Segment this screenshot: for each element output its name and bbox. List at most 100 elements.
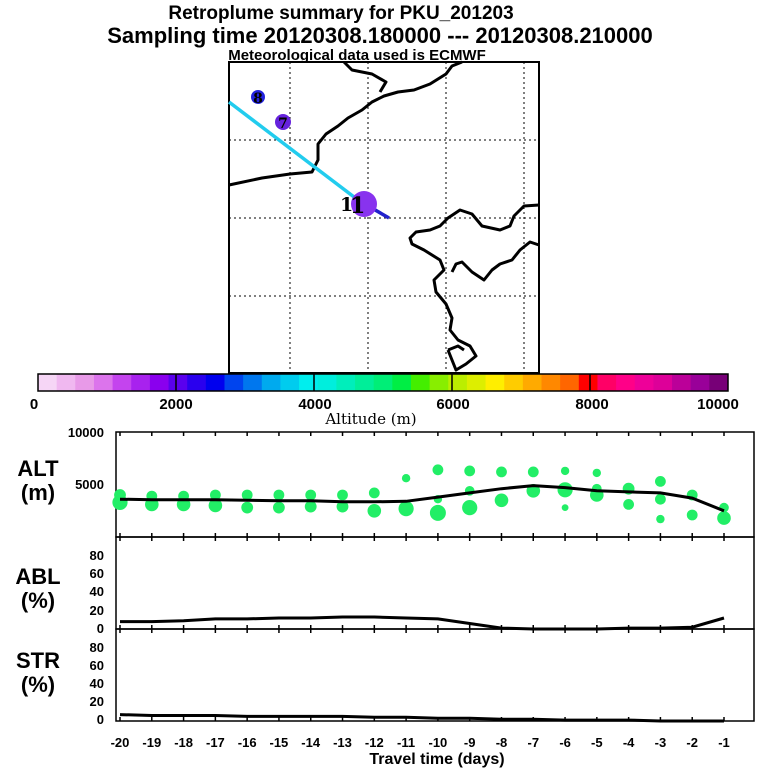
colorbar-swatch <box>317 374 337 391</box>
alt-cluster-dot <box>494 493 509 508</box>
abl-ylabel-line2: (%) <box>21 588 55 613</box>
x-tick-label: -19 <box>142 735 161 750</box>
alt-cluster-dot <box>656 514 665 524</box>
str-xtick-marks <box>119 629 725 721</box>
colorbar-label: Altitude (m) <box>324 410 416 428</box>
cb-tick-4000: 4000 <box>298 396 331 413</box>
abl-line <box>120 615 725 631</box>
alt-cluster-dot <box>336 500 349 513</box>
str-ylabel-line1: STR <box>16 648 60 673</box>
colorbar-swatch <box>280 374 300 391</box>
alt-cluster-dot <box>462 500 478 516</box>
colorbar-swatch <box>261 374 281 391</box>
colorbar-swatch <box>672 374 692 391</box>
alt-ylabel-line2: (m) <box>21 480 55 505</box>
colorbar-swatch <box>485 374 505 391</box>
colorbar-swatch <box>38 374 58 391</box>
alt-cluster-dot <box>398 501 414 517</box>
x-tick-label: -13 <box>333 735 352 750</box>
alt-cluster-dot <box>432 464 444 476</box>
x-tick-label: -9 <box>464 735 476 750</box>
colorbar-swatch <box>355 374 375 391</box>
colorbar-swatch <box>616 374 636 391</box>
colorbar-swatch <box>243 374 263 391</box>
cluster-point-7: 7 <box>275 114 291 132</box>
x-tick-label: -1 <box>718 735 730 750</box>
str-ytick-0: 0 <box>97 712 104 727</box>
x-axis-label: Travel time (days) <box>369 751 504 768</box>
alt-cluster-dot <box>368 487 380 499</box>
alt-cluster-dot <box>464 465 476 477</box>
str-line <box>119 713 724 723</box>
x-tick-label: -15 <box>270 735 289 750</box>
abl-xtick-marks <box>119 537 725 629</box>
cluster-label-8: 8 <box>253 91 263 107</box>
release-label-b: 1 <box>350 193 365 219</box>
alt-panel: 10000 5000 ALT (m) <box>17 425 755 538</box>
title-line-1: Retroplume summary for PKU_201203 <box>168 3 513 24</box>
colorbar-swatch <box>93 374 113 391</box>
x-tick-label: -16 <box>238 735 257 750</box>
alt-cluster-dot <box>429 504 446 521</box>
release-point: 1 1 <box>340 191 377 219</box>
alt-cluster-dot <box>337 489 348 501</box>
alt-cluster-dot <box>241 501 254 514</box>
cb-tick-2000: 2000 <box>159 396 192 413</box>
colorbar-swatch <box>187 374 207 391</box>
colorbar-swatch <box>690 374 710 391</box>
cb-tick-6000: 6000 <box>436 396 469 413</box>
abl-panel: 80 60 40 20 0 ABL (%) <box>15 536 755 636</box>
x-tick-labels: -20 -19 -18 -17 -16 -15 -14 -13 -12 -11 -10 -9 -8 -7 -… <box>111 735 730 750</box>
alt-mean-line <box>119 484 725 513</box>
alt-cluster-dot <box>592 468 601 478</box>
alt-cluster-dot <box>561 504 569 511</box>
cb-tick-8000: 8000 <box>575 396 608 413</box>
alt-cluster-dot <box>273 489 285 501</box>
x-tick-label: -11 <box>397 735 415 750</box>
cluster-label-7: 7 <box>278 116 288 132</box>
colorbar-swatch <box>149 374 169 391</box>
x-tick-label: -4 <box>623 735 635 750</box>
colorbar-swatch <box>466 374 486 391</box>
abl-ytick-40: 40 <box>90 584 104 599</box>
colorbar-swatch <box>112 374 132 391</box>
abl-ylabel-line1: ABL <box>15 564 60 589</box>
x-tick-label: -6 <box>559 735 571 750</box>
alt-ytick-10000: 10000 <box>68 425 104 440</box>
cluster-marker-8 <box>251 90 265 104</box>
cluster-point-8: 8 <box>251 90 265 107</box>
abl-ytick-0: 0 <box>97 621 104 636</box>
alt-cluster-dot <box>208 498 223 513</box>
colorbar-swatch <box>168 374 188 391</box>
colorbar-swatch <box>336 374 356 391</box>
alt-cluster-dot <box>241 489 253 501</box>
x-tick-label: -10 <box>429 735 448 750</box>
str-ytick-20: 20 <box>90 694 104 709</box>
colorbar-swatch <box>541 374 561 391</box>
alt-cluster-dot <box>496 466 507 478</box>
cb-tick-0: 0 <box>30 396 38 413</box>
title-line-2: Sampling time 20120308.180000 --- 201203… <box>107 23 653 48</box>
x-tick-label: -7 <box>528 735 540 750</box>
str-frame <box>115 628 755 722</box>
alt-cluster-dot <box>527 466 539 478</box>
abl-ytick-80: 80 <box>90 548 104 563</box>
cb-tick-10000: 10000 <box>697 396 739 413</box>
colorbar-swatch <box>205 374 225 391</box>
x-tick-label: -3 <box>655 735 667 750</box>
colorbar: 0 2000 4000 6000 8000 10000 Altitude (m) <box>30 373 739 428</box>
colorbar-swatch <box>522 374 542 391</box>
alt-cluster-dot <box>401 474 411 483</box>
coastline <box>228 60 540 372</box>
colorbar-swatch <box>504 374 524 391</box>
alt-cluster-dot <box>273 501 285 514</box>
colorbar-swatch <box>56 374 76 391</box>
colorbar-swatch <box>560 374 580 391</box>
alt-cluster-dot <box>367 504 382 518</box>
colorbar-swatch <box>410 374 431 391</box>
x-tick-label: -12 <box>365 735 384 750</box>
colorbar-swatch <box>653 374 673 391</box>
x-tick-label: -2 <box>686 735 698 750</box>
alt-cluster-dot <box>305 489 317 501</box>
title-line-3: Meteorological data used is ECMWF <box>228 47 486 64</box>
